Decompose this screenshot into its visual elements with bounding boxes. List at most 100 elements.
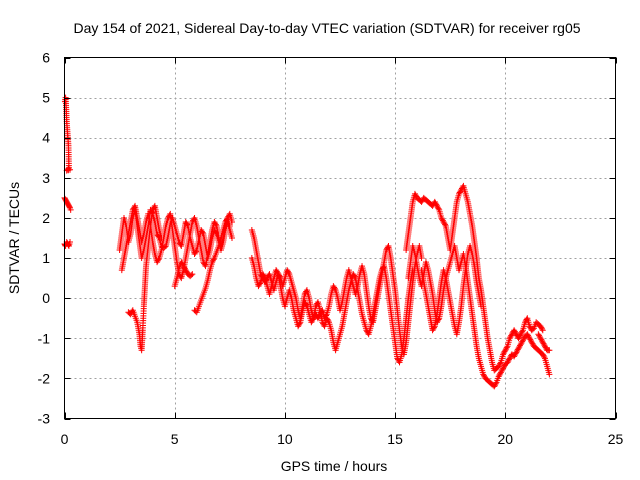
- data-point: [67, 206, 74, 213]
- series-track-6: [248, 226, 425, 358]
- data-point: [351, 273, 358, 280]
- y-tick-label: 6: [42, 50, 50, 66]
- data-point: [539, 339, 546, 346]
- y-tick-label: 2: [42, 210, 50, 226]
- x-tick-label: 20: [498, 431, 514, 447]
- data-point: [285, 269, 292, 276]
- y-tick-label: 4: [42, 130, 50, 146]
- data-point: [179, 260, 186, 267]
- data-point: [438, 214, 445, 221]
- data-point: [539, 337, 546, 344]
- data-point: [526, 323, 533, 330]
- data-point: [519, 338, 526, 345]
- series-track-10: [418, 243, 485, 338]
- data-point: [505, 358, 512, 365]
- data-point: [511, 328, 518, 335]
- data-point: [191, 251, 198, 258]
- data-point: [512, 350, 519, 357]
- data-point: [541, 341, 548, 348]
- data-point: [154, 257, 161, 264]
- data-point: [439, 217, 446, 224]
- data-point: [516, 343, 523, 350]
- data-point: [500, 364, 507, 371]
- data-point: [154, 232, 161, 239]
- data-point: [501, 348, 508, 355]
- data-point: [434, 204, 441, 211]
- axis-ticks: [64, 57, 617, 420]
- data-point: [500, 349, 507, 356]
- data-point: [519, 328, 526, 335]
- data-point: [504, 359, 511, 366]
- data-point: [212, 221, 219, 228]
- data-point: [540, 352, 547, 359]
- data-point: [273, 268, 280, 275]
- data-point: [515, 345, 522, 352]
- data-point: [516, 333, 523, 340]
- data-point: [183, 220, 190, 227]
- series-track-5: [191, 214, 233, 316]
- data-point: [506, 355, 513, 362]
- y-tick-label: 3: [42, 170, 50, 186]
- y-tick-label: 5: [42, 90, 50, 106]
- data-point: [189, 271, 196, 278]
- data-point: [256, 280, 263, 287]
- y-axis-label: SDTVAR / TECUs: [6, 182, 22, 294]
- data-point: [518, 339, 525, 346]
- data-point: [497, 370, 504, 377]
- data-point: [435, 205, 442, 212]
- data-point: [193, 248, 200, 255]
- data-point: [261, 273, 268, 280]
- data-point: [540, 340, 547, 347]
- data-point: [350, 272, 357, 279]
- data-point: [183, 268, 190, 275]
- data-point: [158, 235, 165, 241]
- series-track-3: [125, 202, 165, 354]
- data-point: [512, 329, 519, 336]
- data-point: [181, 264, 188, 271]
- data-point: [496, 362, 503, 369]
- series-track-4: [171, 259, 196, 290]
- data-point: [226, 222, 233, 229]
- data-point: [259, 271, 266, 278]
- data-point: [384, 244, 391, 251]
- data-point: [209, 259, 216, 266]
- series-early-a: [61, 94, 74, 174]
- data-point: [528, 337, 535, 344]
- data-point: [456, 189, 463, 196]
- y-tick-label: -1: [38, 330, 51, 346]
- data-point: [418, 255, 425, 262]
- data-point: [478, 303, 485, 310]
- data-point: [457, 188, 464, 195]
- data-point: [517, 331, 524, 338]
- data-point: [66, 203, 73, 210]
- data-point: [429, 327, 436, 334]
- data-point: [495, 373, 502, 380]
- data-point: [302, 300, 309, 307]
- data-point: [323, 315, 330, 322]
- x-tick-label: 10: [277, 431, 293, 447]
- data-point: [430, 325, 437, 332]
- data-point: [507, 333, 514, 340]
- data-point: [497, 369, 504, 376]
- data-point: [155, 256, 162, 263]
- data-point: [546, 347, 553, 354]
- data-point: [511, 353, 518, 360]
- data-point: [525, 332, 532, 339]
- data-point: [495, 363, 502, 370]
- data-point: [514, 346, 521, 353]
- data-point: [188, 272, 195, 279]
- data-point: [513, 349, 520, 356]
- data-point: [177, 241, 184, 248]
- data-point: [497, 360, 504, 367]
- y-tick-labels: -3 -2 -1 0 1 2 3 4 5 6: [38, 50, 51, 427]
- data-point: [179, 261, 186, 268]
- data-point: [229, 235, 236, 241]
- data-point: [178, 259, 185, 266]
- data-point: [536, 333, 543, 340]
- data-point: [538, 324, 545, 331]
- y-tick-label: -2: [38, 370, 51, 386]
- data-point: [456, 190, 463, 197]
- data-point: [480, 372, 487, 379]
- data-point: [516, 332, 523, 339]
- data-point: [295, 321, 302, 328]
